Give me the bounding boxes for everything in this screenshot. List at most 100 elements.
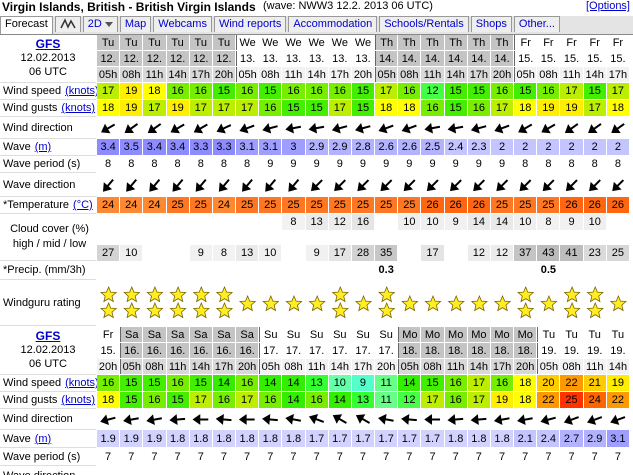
header-dates: 17.: [282, 343, 305, 358]
wind-gusts-cell: 17: [212, 100, 236, 116]
header-hours: 20h: [97, 359, 120, 374]
header-hours: 08h: [560, 359, 583, 374]
wave-cell: 1.8: [189, 430, 212, 447]
wind-gusts-cell: 16: [259, 100, 282, 116]
cloud-cell: 10: [398, 214, 421, 230]
wind-speed-cell: 19: [120, 83, 143, 99]
model-link[interactable]: GFS: [35, 37, 61, 51]
wind-gusts-cell: 15: [166, 392, 189, 408]
precip-cell: [236, 261, 259, 279]
wave-period-cell: 9: [467, 156, 490, 172]
title-bar: Virgin Islands, British - British Virgin…: [0, 0, 633, 15]
tab[interactable]: Map: [119, 16, 152, 32]
header-days: Fr: [606, 35, 629, 50]
cloud-cell: [351, 230, 375, 245]
wind-speed-cell: 16: [398, 83, 421, 99]
cloud-cell: [236, 230, 259, 245]
header-dates: 12.: [189, 51, 212, 66]
tab[interactable]: Forecast: [0, 16, 53, 34]
model-date: 12.02.2013: [20, 52, 76, 64]
wave-period-cell: 7: [351, 448, 375, 465]
row-label: Wave period (s): [0, 448, 96, 466]
wave-cell: 1.8: [467, 430, 490, 447]
temperature-cell: 25: [351, 197, 375, 213]
tab[interactable]: Wind reports: [213, 16, 287, 32]
cloud-cell: [398, 245, 421, 261]
wind-gusts-cell: 17: [421, 392, 444, 408]
unit-link[interactable]: (m): [34, 141, 52, 153]
tab[interactable]: Shops: [470, 16, 512, 32]
cloud-cell: [143, 245, 166, 261]
header-hours: 08h: [537, 67, 560, 82]
header-days: Mo: [444, 327, 467, 342]
wave-period-cell: 8: [560, 156, 583, 172]
cloud-cell: 9: [444, 214, 467, 230]
wave-period-cell: 7: [537, 448, 560, 465]
wave-period-cell: 7: [490, 448, 514, 465]
cloud-cell: [375, 214, 398, 230]
wave-cell: 2: [514, 139, 537, 155]
rating-stars: [401, 294, 419, 312]
cloud-cell: 16: [351, 214, 375, 230]
wave-period-cell: 7: [120, 448, 143, 465]
precip-cell: [120, 261, 143, 279]
wave-period-cell: 9: [328, 156, 351, 172]
unit-link[interactable]: (knots): [61, 394, 96, 406]
rating-stars: [192, 285, 210, 319]
wind-gusts-cell: 14: [328, 392, 351, 408]
cloud-cell: 35: [375, 245, 398, 261]
wave-period-cell: 8: [583, 156, 606, 172]
precip-cell: [583, 261, 606, 279]
precip-cell: [560, 261, 583, 279]
rating-stars: [308, 294, 326, 312]
cloud-cell: [120, 214, 143, 230]
unit-link[interactable]: (knots): [65, 85, 99, 97]
unit-link[interactable]: (knots): [61, 102, 96, 114]
wind-gusts-cell: 16: [212, 392, 236, 408]
temperature-cell: 26: [444, 197, 467, 213]
header-hours: 05h: [537, 359, 560, 374]
wind-speed-cell: 16: [444, 375, 467, 391]
cloud-cell: [166, 214, 189, 230]
cloud-cell: [583, 230, 606, 245]
header-dates: 12.: [212, 51, 236, 66]
wind-speed-cell: 16: [166, 375, 189, 391]
direction-arrow: [332, 414, 347, 424]
header-dates: 16.: [143, 343, 166, 358]
tab[interactable]: 2D: [82, 16, 118, 32]
header-hours: 05h: [398, 359, 421, 374]
rating-stars: [424, 294, 442, 312]
cloud-cell: [236, 214, 259, 230]
wave-icon-tab[interactable]: [54, 16, 81, 32]
unit-link[interactable]: (m): [34, 432, 52, 445]
header-days: We: [305, 35, 328, 50]
direction-arrow: [149, 178, 161, 192]
header-days: We: [328, 35, 351, 50]
header-hours: 20h: [351, 67, 375, 82]
unit-link[interactable]: (°C): [73, 199, 93, 211]
direction-arrow: [447, 122, 464, 134]
wave-period-cell: 9: [282, 156, 305, 172]
wind-gusts-cell: 17: [189, 392, 212, 408]
cloud-cell: [166, 230, 189, 245]
tab[interactable]: Schools/Rentals: [379, 16, 469, 32]
model-link[interactable]: GFS: [35, 329, 61, 343]
header-dates: 13.: [305, 51, 328, 66]
unit-link[interactable]: (knots): [65, 377, 99, 389]
header-days: Fr: [583, 35, 606, 50]
wind-speed-cell: 15: [583, 83, 606, 99]
tab[interactable]: Other...: [513, 16, 560, 32]
precip-cell: [351, 261, 375, 279]
precip-cell: [97, 261, 120, 279]
direction-arrow: [195, 178, 207, 192]
options-link[interactable]: [Options]: [585, 0, 630, 12]
row-label: Wind speed (knots): [0, 375, 99, 392]
tab[interactable]: Webcams: [153, 16, 212, 32]
direction-arrow: [147, 123, 162, 134]
wave-cell: 1.8: [259, 430, 282, 447]
rating-stars: [378, 285, 396, 319]
header-days: Fr: [537, 35, 560, 50]
tab[interactable]: Accommodation: [288, 16, 378, 32]
wind-gusts-cell: 17: [490, 100, 514, 116]
wave-period-cell: 8: [143, 156, 166, 172]
